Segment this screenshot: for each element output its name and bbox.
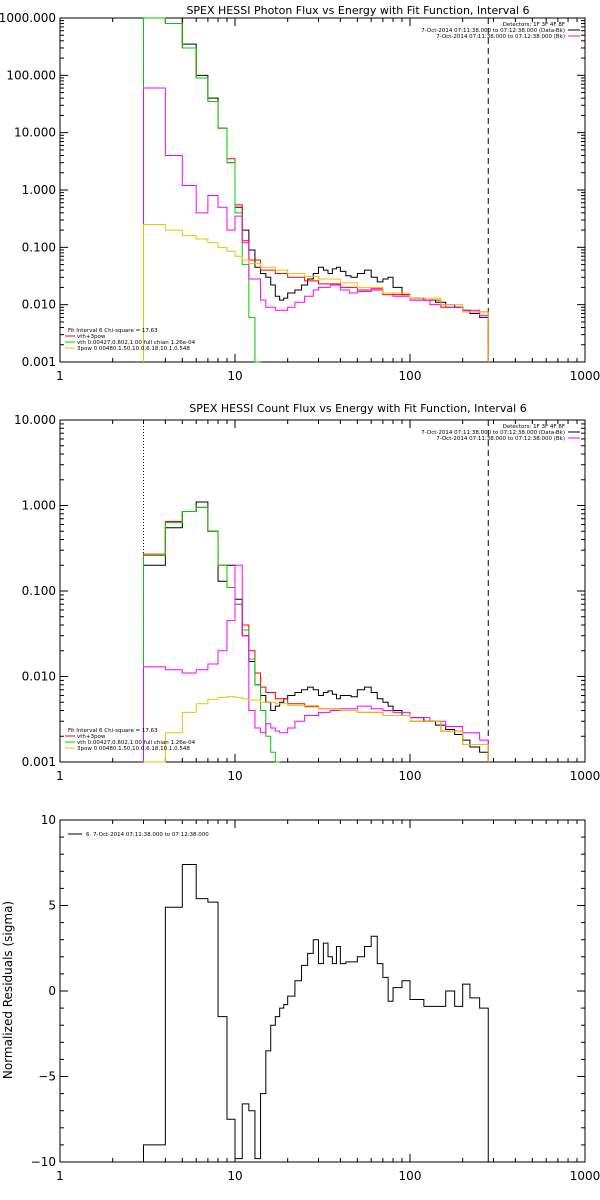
x-tick-label: 1000 [570,1169,600,1183]
legend-entry: 7-Oct-2014 07:11:38.000 to 07:12:38.000 … [436,436,565,442]
y-tick-label: 0.010 [22,298,56,312]
count-flux-marks: 1 10 100 1000 0.001 0.010 0.100 1.000 10.000 Dete… [14,413,600,783]
residuals-axes-frame [59,819,586,1163]
y-tick-label: 10.000 [14,126,56,140]
legend-entry: vth+3pow [77,334,106,340]
x-axis-ticks: 1 10 100 1000 [56,820,600,1183]
x-tick-label: 1000 [570,769,600,783]
y-axis-ticks: 0.001 0.010 0.100 1.000 10.000 100.000 1000.00… [0,11,585,369]
legend-bottom: Fit Interval 6 Chi-square = 17.63vth+3po… [65,728,196,752]
y-tick-label: 0.001 [22,755,56,769]
x-tick-label: 1 [56,1169,64,1183]
legend-entry: 7-Oct-2014 07:11:38.000 to 07:12:38.000 … [421,28,565,34]
photon-flux-panel: SPEX HESSI Photon Flux vs Energy with Fi… [0,4,600,383]
y-tick-label: 100.000 [6,68,56,82]
series-line [143,564,489,762]
series-line [143,506,489,762]
legend-entry: Fit Interval 6 Chi-square = 17.63 [68,728,158,734]
y-tick-label: 10.000 [14,413,56,427]
y-tick-label: 5 [48,899,56,913]
x-axis-ticks: 1 10 100 1000 [56,420,600,783]
legend-bottom: Fit Interval 6 Chi-square = 17.63vth+3po… [65,328,196,352]
legend-top: Detectors: 1F 3F 4F 8F7-Oct-2014 07:11:3… [421,424,580,442]
legend-entry: 7-Oct-2014 07:11:38.000 to 07:12:38.000 … [436,34,565,40]
y-tick-label: 1.000 [22,183,56,197]
series-line [143,17,261,363]
y-axis-ticks: 0.001 0.010 0.100 1.000 10.000 [14,413,585,769]
y-tick-label: 1.000 [22,499,56,513]
y-tick-label: 0.001 [22,355,56,369]
series-line [143,696,489,763]
legend-entry: Detectors: 1F 3F 4F 8F [503,424,565,430]
legend-entry: vth+3pow [77,734,106,740]
y-tick-label: 0 [48,984,56,998]
y-tick-label: 0.010 [22,670,56,684]
legend-entry: vth 0.00427,0.802,1.00 full chian 1.26e-… [77,340,196,346]
x-tick-label: 100 [399,769,422,783]
y-tick-label: 0.100 [22,240,56,254]
x-tick-label: 1 [56,369,64,383]
x-tick-label: 10 [227,1169,242,1183]
y-tick-label: −5 [38,1070,56,1084]
x-tick-label: 10 [227,369,242,383]
photon-flux-marks: 1 10 100 1000 0.001 0.010 0.100 1.000 10.000 100.… [0,11,600,383]
x-tick-label: 10 [227,769,242,783]
x-tick-label: 100 [399,369,422,383]
photon-flux-title: SPEX HESSI Photon Flux vs Energy with Fi… [186,4,529,17]
series-line [143,17,489,362]
y-tick-label: 1000.000 [0,11,56,25]
residuals-y-axis-label: Normalized Residuals (sigma) [1,901,15,1079]
series-line [143,17,489,362]
legend-entry: 6. 7-Oct-2014 07:11:38.000 to 07:12:38.0… [86,832,209,838]
legend-entry: 3pow 0.00480,1.50,10.0,6.18,10.1,0.548 [77,746,190,752]
y-tick-label: 10 [41,813,56,827]
legend-entry: 7-Oct-2014 07:11:38.000 to 07:12:38.000 … [421,430,565,436]
series-line [143,224,489,362]
residuals-panel: Normalized Residuals (sigma) 1 10 100 10001… [1,813,600,1183]
count-flux-title: SPEX HESSI Count Flux vs Energy with Fit… [189,402,526,415]
photon-flux-axes-frame [59,17,586,363]
residuals-marks: 1 10 100 1000 10 5 0 −5 −10 6. 7-Oct-2014 07:11:3… [31,813,600,1183]
y-tick-label: 0.100 [22,584,56,598]
count-flux-panel: SPEX HESSI Count Flux vs Energy with Fit… [14,402,600,783]
legend-top: Detectors: 1F 3F 4F 8F7-Oct-2014 07:11:3… [421,22,580,40]
y-tick-label: −10 [31,1155,56,1169]
legend-entry: Detectors: 1F 3F 4F 8F [503,22,565,28]
x-axis-ticks: 1 10 100 1000 [56,18,600,383]
x-tick-label: 1000 [570,369,600,383]
legend-entry: Fit Interval 6 Chi-square = 17.63 [68,328,158,334]
x-tick-label: 1 [56,769,64,783]
legend-entry: 3pow 0.00480,1.50,10.0,6.18,10.1,0.548 [77,346,190,352]
series-line [143,506,280,763]
count-flux-axes-frame [59,419,586,763]
x-tick-label: 100 [399,1169,422,1183]
series-line [143,87,489,362]
series-line [143,501,489,762]
legend-top: 6. 7-Oct-2014 07:11:38.000 to 07:12:38.0… [68,832,209,838]
series-line [143,863,489,1162]
legend-entry: vth 0.00427,0.802,1.00 full chian 1.26e-… [77,740,196,746]
y-axis-ticks: 10 5 0 −5 −10 [31,813,585,1169]
